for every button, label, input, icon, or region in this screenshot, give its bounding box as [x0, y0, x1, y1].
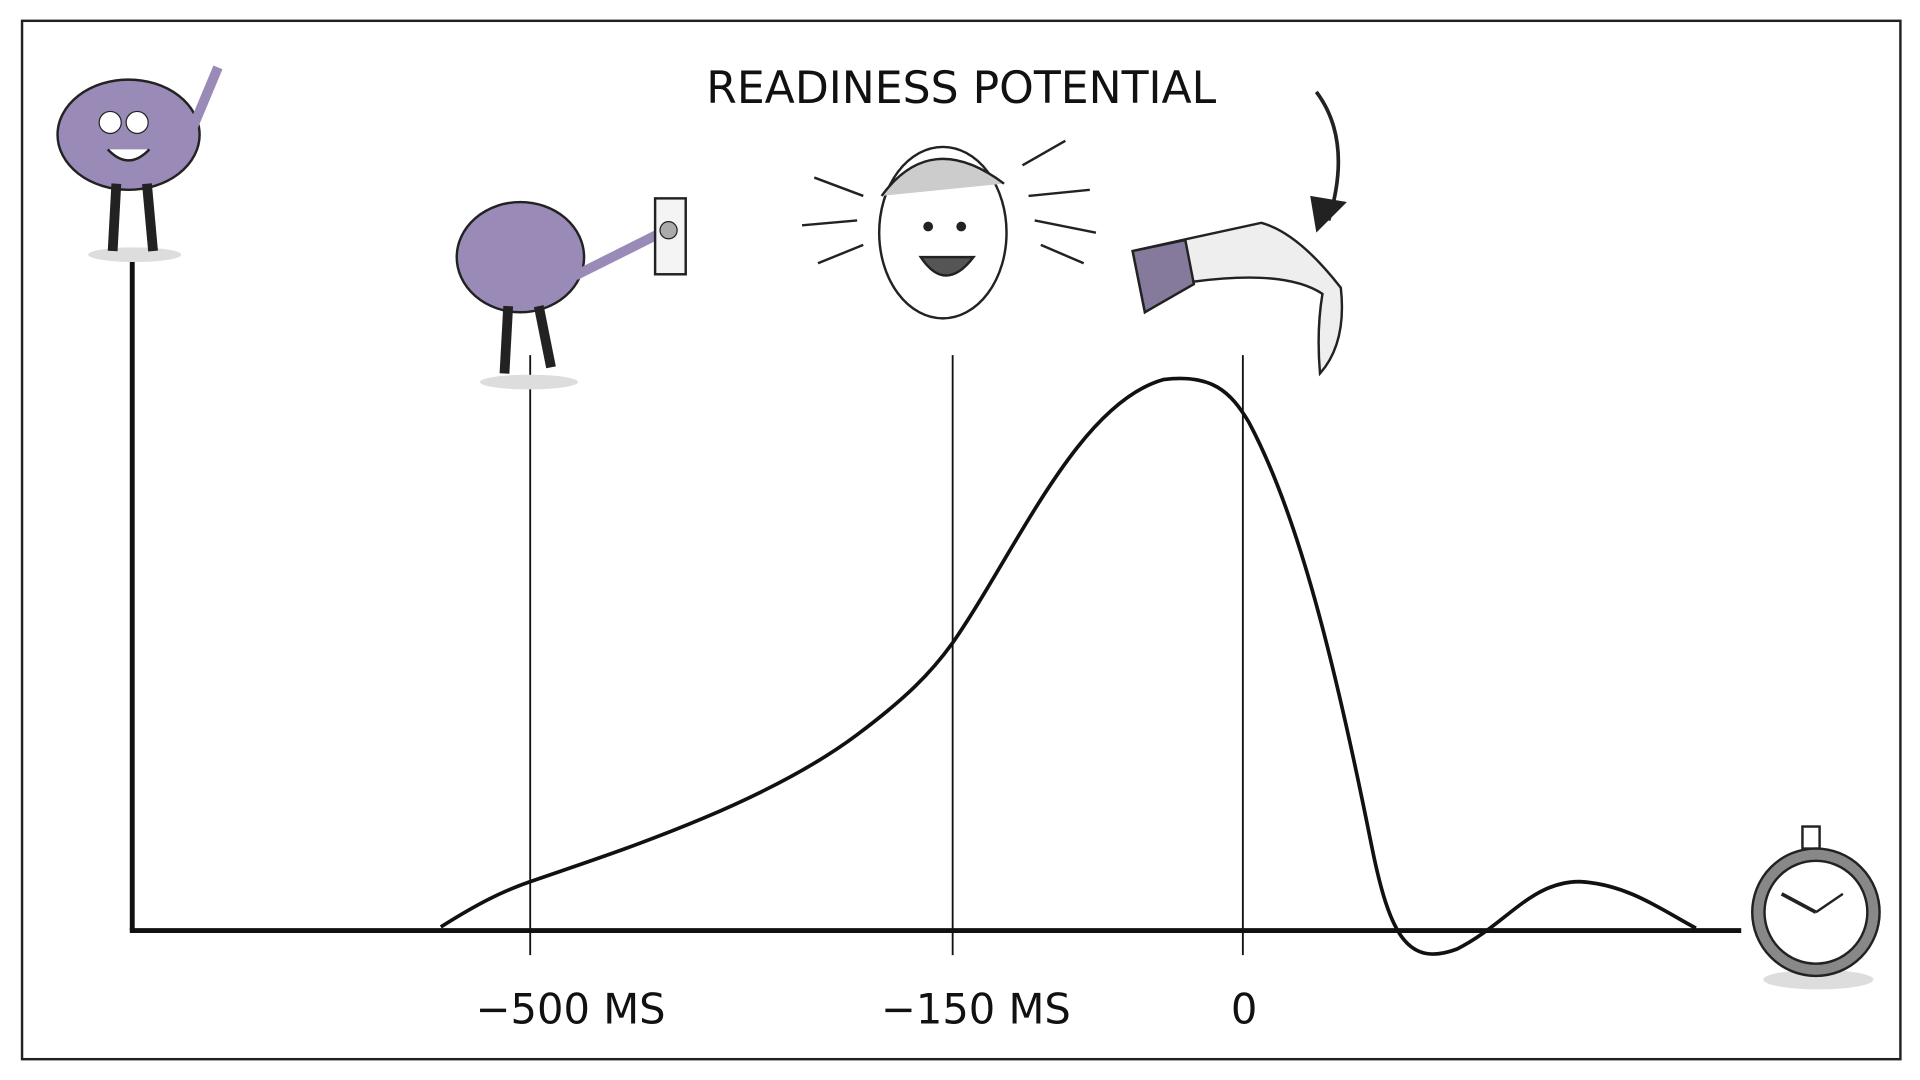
readiness-curve	[439, 376, 1697, 956]
time-label: −500 MS	[476, 985, 666, 1034]
time-label: −150 MS	[881, 985, 1071, 1034]
stopwatch	[1751, 825, 1881, 990]
brain-button	[455, 197, 687, 390]
title: READINESS POTENTIAL	[706, 63, 1216, 114]
time-label: 0	[1231, 985, 1257, 1034]
person-face	[801, 139, 1097, 320]
hand	[1131, 90, 1347, 377]
brain-character	[56, 65, 223, 263]
frame	[20, 19, 1902, 1061]
